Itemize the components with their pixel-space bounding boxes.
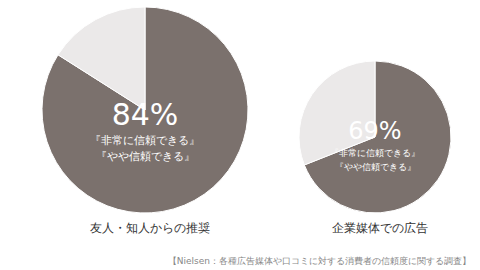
svg-text:『非常に信頼できる』: 『非常に信頼できる』 — [330, 148, 420, 158]
svg-text:『やや信頼できる』: 『やや信頼できる』 — [96, 150, 195, 163]
svg-text:『非常に信頼できる』: 『非常に信頼できる』 — [90, 134, 200, 147]
svg-text:友人・知人からの推奨: 友人・知人からの推奨 — [90, 221, 210, 235]
svg-text:69%: 69% — [348, 117, 401, 145]
svg-text:『やや信頼できる』: 『やや信頼できる』 — [335, 162, 416, 172]
svg-text:84%: 84% — [112, 97, 179, 132]
svg-text:企業媒体での広告: 企業媒体での広告 — [332, 221, 428, 235]
svg-text:【Nielsen：各種広告媒体や口コミに対する消費者の信頼度: 【Nielsen：各種広告媒体や口コミに対する消費者の信頼度に関する調査】 — [168, 256, 471, 266]
